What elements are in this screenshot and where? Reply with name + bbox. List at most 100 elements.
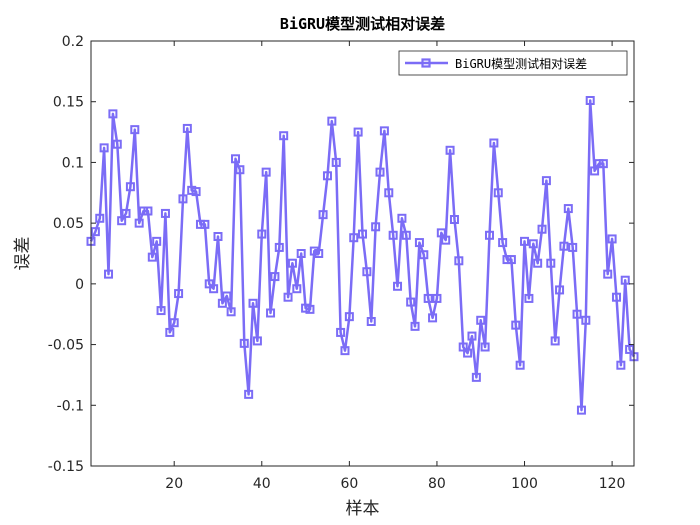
data-point-marker <box>209 284 219 294</box>
y-tick-label: 0.15 <box>53 95 84 111</box>
data-point-marker <box>520 236 530 246</box>
x-tick-label: 40 <box>253 476 271 492</box>
data-point-marker <box>371 222 381 232</box>
data-point-marker <box>515 360 525 370</box>
data-point-marker <box>603 269 613 279</box>
data-point-marker <box>248 298 258 308</box>
data-point-marker <box>559 241 569 251</box>
y-tick-label: -0.05 <box>48 338 84 354</box>
data-point-marker <box>353 127 363 137</box>
data-point-marker <box>174 289 184 299</box>
data-point-marker <box>279 131 289 141</box>
data-point-marker <box>130 125 140 135</box>
x-tick-label: 60 <box>340 476 358 492</box>
data-point-marker <box>414 238 424 248</box>
y-tick-label: -0.1 <box>57 398 84 414</box>
legend: BiGRU模型测试相对误差 <box>398 50 628 76</box>
data-point-marker <box>252 336 262 346</box>
legend-marker-icon <box>421 58 431 68</box>
watermark-subtitle: @51CTO博客 <box>596 505 666 519</box>
data-point-marker <box>585 96 595 105</box>
data-point-marker <box>314 249 324 258</box>
data-point-marker <box>134 218 144 228</box>
data-point-marker <box>340 346 350 356</box>
watermark: 天天Matlab @51CTO博客 <box>559 485 666 519</box>
wechat-icon <box>559 485 577 503</box>
data-point-marker <box>152 236 162 246</box>
data-point-marker <box>572 309 582 319</box>
data-point-marker <box>358 229 367 239</box>
data-point-marker <box>506 255 516 265</box>
data-point-marker <box>169 318 179 328</box>
data-point-marker <box>528 239 538 249</box>
data-point-marker <box>454 256 464 266</box>
data-point-marker <box>344 312 354 322</box>
data-point-marker <box>362 267 372 277</box>
data-point-marker <box>484 230 494 240</box>
data-point-marker <box>261 167 271 177</box>
data-point-marker <box>160 208 170 218</box>
data-point-marker <box>541 176 551 186</box>
data-point-marker <box>555 285 565 295</box>
data-point-marker <box>266 308 276 318</box>
data-point-marker <box>156 306 166 316</box>
data-point-marker <box>480 342 490 352</box>
x-tick-label: 20 <box>165 476 183 492</box>
data-point-marker <box>388 230 398 240</box>
data-point-marker <box>511 320 521 330</box>
data-point-marker <box>125 182 135 192</box>
data-point-marker <box>441 235 451 245</box>
data-point-marker <box>616 360 626 370</box>
data-point-marker <box>568 242 578 252</box>
data-point-marker <box>476 315 486 325</box>
data-point-marker <box>231 154 241 164</box>
y-axis-label: 误差 <box>13 237 33 271</box>
data-point-marker <box>393 281 403 291</box>
data-point-marker <box>428 313 438 323</box>
x-tick-label: 80 <box>428 476 446 492</box>
data-point-marker <box>410 321 420 331</box>
tick-layer: -0.15 -0.1 -0.05 0 0.05 0.1 0.15 0.2 20 40 60 80 100… <box>48 34 634 492</box>
data-point-marker <box>327 116 337 126</box>
data-point-marker <box>191 187 201 197</box>
data-point-marker <box>318 210 328 220</box>
data-point-marker <box>296 249 306 258</box>
series-layer <box>86 96 639 415</box>
data-point-marker <box>524 293 534 303</box>
data-point-marker <box>182 123 192 133</box>
data-point-marker <box>90 227 100 237</box>
data-point-marker <box>336 327 346 337</box>
data-point-marker <box>620 275 630 285</box>
data-point-marker <box>397 213 407 223</box>
data-point-marker <box>257 229 267 239</box>
data-point-marker <box>598 159 608 169</box>
data-point-marker <box>292 284 302 294</box>
y-tick-label: -0.15 <box>48 459 84 475</box>
data-point-marker <box>200 219 210 229</box>
plot-area <box>91 41 634 466</box>
data-point-marker <box>463 348 473 358</box>
data-point-marker <box>121 208 131 218</box>
axes-box <box>90 40 635 467</box>
data-point-marker <box>165 327 175 337</box>
data-point-marker <box>533 258 543 268</box>
data-point-marker <box>322 171 332 181</box>
x-axis-label: 样本 <box>346 499 380 519</box>
data-point-marker <box>147 252 157 262</box>
data-point-marker <box>467 331 477 341</box>
data-point-marker <box>331 157 341 167</box>
data-point-marker <box>270 272 280 282</box>
data-point-marker <box>406 297 416 307</box>
data-point-marker <box>401 230 411 240</box>
data-point-marker <box>235 165 245 175</box>
data-point-marker <box>108 109 118 119</box>
data-point-marker <box>537 224 547 234</box>
data-point-marker <box>366 317 376 326</box>
data-point-marker <box>576 405 586 415</box>
y-tick-label: 0.05 <box>53 216 84 232</box>
data-point-marker <box>99 143 109 153</box>
data-point-marker <box>432 293 442 303</box>
data-point-marker <box>423 293 433 303</box>
data-point-marker <box>274 242 284 252</box>
